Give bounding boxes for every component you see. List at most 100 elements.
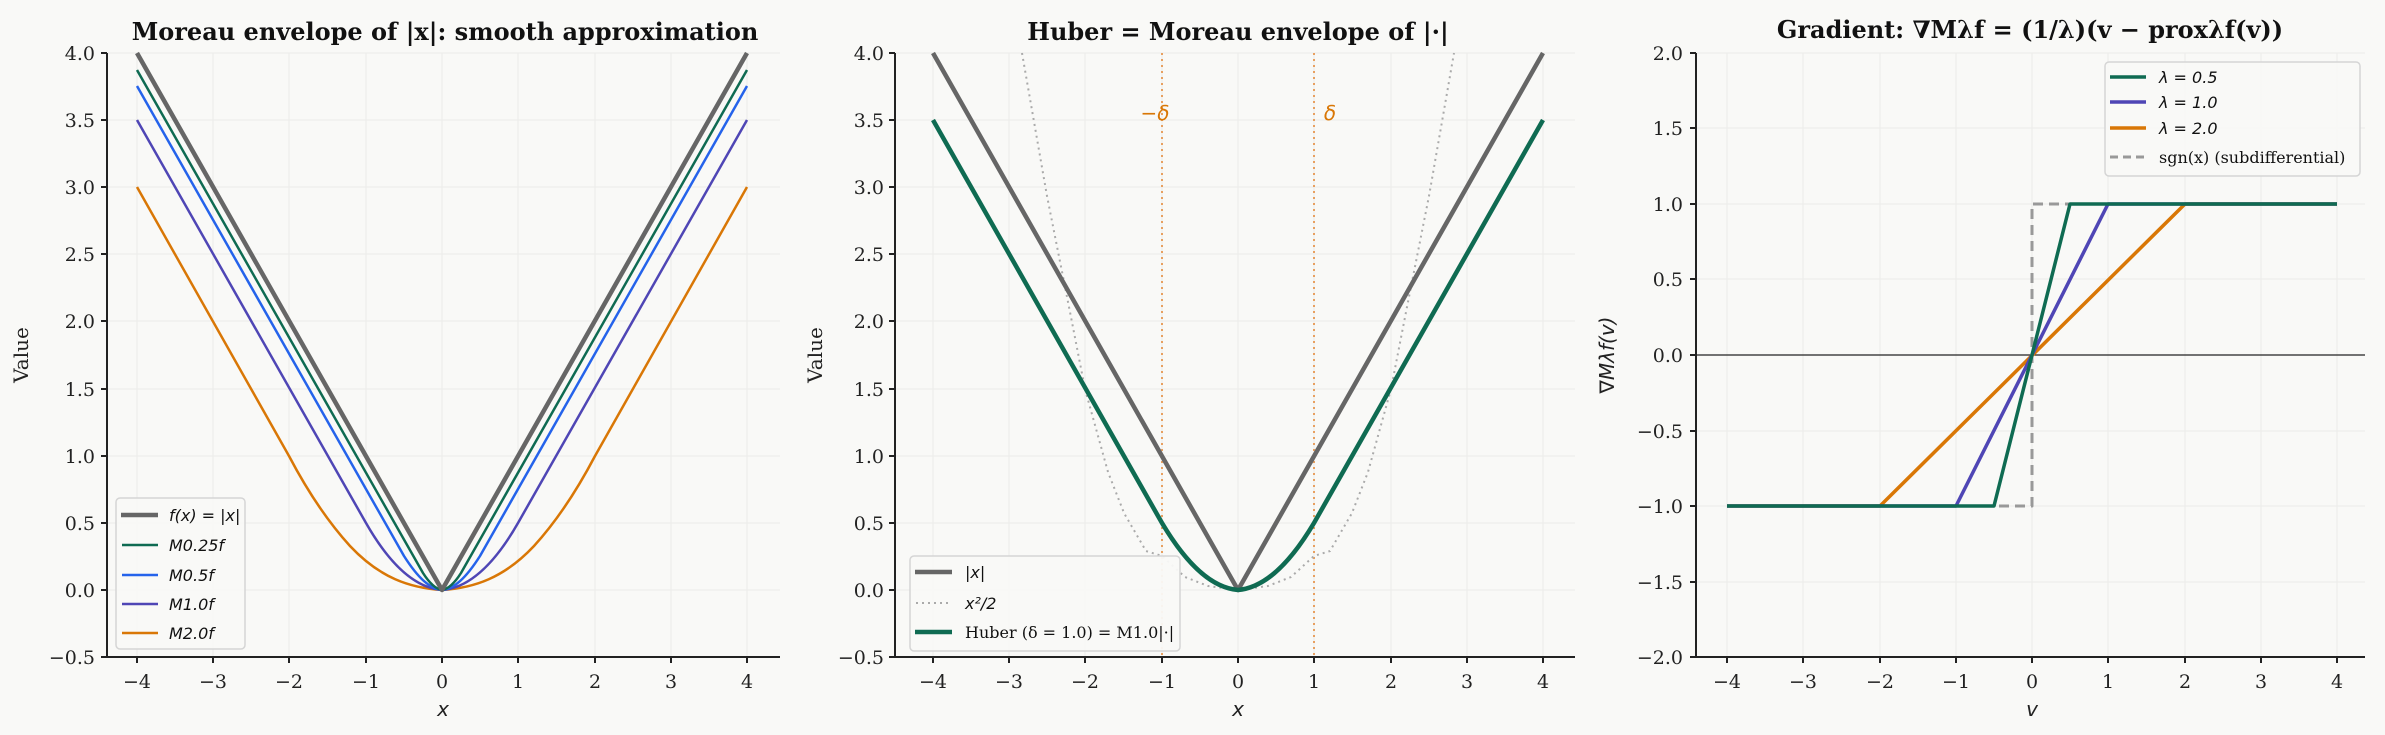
x-tick-labels: −4 −3 −2 −1 0 1 2 3 4 xyxy=(919,671,1549,693)
svg-text:4.0: 4.0 xyxy=(65,43,95,65)
svg-text:0.5: 0.5 xyxy=(854,513,884,535)
panel-huber: Huber = Moreau envelope of |·| −δ δ xyxy=(803,17,1575,721)
x-tick-labels: −4 −3 −2 −1 0 1 2 3 4 xyxy=(123,671,753,693)
y-tick-labels: −2.0 −1.5 −1.0 −0.5 0.0 0.5 1.0 1.5 2.0 xyxy=(1637,43,1683,669)
curves xyxy=(931,51,1545,593)
svg-text:2: 2 xyxy=(589,671,601,693)
svg-text:3: 3 xyxy=(1461,671,1473,693)
x-axis-label: v xyxy=(2026,697,2039,721)
svg-text:3.0: 3.0 xyxy=(854,177,884,199)
svg-text:0.0: 0.0 xyxy=(1653,345,1683,367)
panel-2-title: Huber = Moreau envelope of |·| xyxy=(1027,17,1448,46)
svg-text:−1: −1 xyxy=(1148,671,1176,693)
curves xyxy=(1727,202,2337,508)
panel-gradient: Gradient: ∇Mλf = (1/λ)(v − proxλf(v)) xyxy=(1595,15,2365,721)
curve-lam05 xyxy=(1727,202,2337,508)
svg-text:2.0: 2.0 xyxy=(854,311,884,333)
legend-m1: M1.0f xyxy=(169,595,216,614)
legend: λ = 0.5 λ = 1.0 λ = 2.0 sgn(x) (subdiffe… xyxy=(2104,61,2361,177)
ticks xyxy=(1690,52,2338,663)
svg-text:3: 3 xyxy=(665,671,677,693)
panel-1-title: Moreau envelope of |x|: smooth approxima… xyxy=(132,17,759,46)
svg-text:0: 0 xyxy=(2026,671,2038,693)
curve-huber xyxy=(931,118,1545,593)
legend-quadratic: x²/2 xyxy=(964,594,996,613)
svg-text:−1.0: −1.0 xyxy=(1637,496,1683,518)
legend-huber: Huber (δ = 1.0) = M1.0|·| xyxy=(965,623,1174,642)
svg-text:−4: −4 xyxy=(1713,671,1741,693)
svg-text:3: 3 xyxy=(2255,671,2267,693)
svg-text:−1.5: −1.5 xyxy=(1637,572,1683,594)
svg-text:2.5: 2.5 xyxy=(854,244,884,266)
svg-text:0.5: 0.5 xyxy=(65,513,95,535)
legend-abs: |x| xyxy=(965,563,985,582)
y-axis-label: ∇Mλf(v) xyxy=(1595,317,1619,395)
svg-text:−1: −1 xyxy=(352,671,380,693)
svg-text:−2: −2 xyxy=(275,671,303,693)
svg-text:2: 2 xyxy=(2179,671,2191,693)
svg-text:−3: −3 xyxy=(995,671,1023,693)
svg-text:4: 4 xyxy=(741,671,753,693)
svg-text:1.0: 1.0 xyxy=(854,446,884,468)
svg-text:1.5: 1.5 xyxy=(65,379,95,401)
svg-text:0.0: 0.0 xyxy=(854,580,884,602)
svg-text:1.0: 1.0 xyxy=(65,446,95,468)
svg-text:2.0: 2.0 xyxy=(65,311,95,333)
svg-text:3.5: 3.5 xyxy=(65,110,95,132)
legend-abs: f(x) = |x| xyxy=(169,506,240,525)
curves xyxy=(135,51,749,593)
legend-sgn: sgn(x) (subdifferential) xyxy=(2159,148,2345,167)
svg-text:1.0: 1.0 xyxy=(1653,194,1683,216)
legend: f(x) = |x| M0.25f M0.5f M1.0f M2.0f xyxy=(115,497,246,650)
svg-text:4.0: 4.0 xyxy=(854,43,884,65)
svg-text:1: 1 xyxy=(1308,671,1320,693)
svg-text:−2.0: −2.0 xyxy=(1637,647,1683,669)
y-axis-label: Value xyxy=(803,327,827,384)
svg-text:−0.5: −0.5 xyxy=(838,647,884,669)
svg-text:0: 0 xyxy=(1232,671,1244,693)
svg-text:4: 4 xyxy=(1537,671,1549,693)
svg-text:1.5: 1.5 xyxy=(854,379,884,401)
y-tick-labels: −0.5 0.0 0.5 1.0 1.5 2.0 2.5 3.0 3.5 4.0 xyxy=(838,43,884,669)
svg-text:1: 1 xyxy=(512,671,524,693)
ticks xyxy=(101,52,748,663)
svg-text:−0.5: −0.5 xyxy=(49,647,95,669)
delta-lines xyxy=(1161,53,1315,657)
annotation-delta: δ xyxy=(1324,101,1336,125)
svg-text:−3: −3 xyxy=(199,671,227,693)
svg-text:1.5: 1.5 xyxy=(1653,118,1683,140)
svg-text:2: 2 xyxy=(1385,671,1397,693)
svg-text:−4: −4 xyxy=(123,671,151,693)
annotation-neg-delta: −δ xyxy=(1141,101,1170,125)
svg-text:3.0: 3.0 xyxy=(65,177,95,199)
svg-text:−2: −2 xyxy=(1866,671,1894,693)
svg-text:0.0: 0.0 xyxy=(65,580,95,602)
axes xyxy=(894,53,1575,658)
legend-lam05: λ = 0.5 xyxy=(2158,68,2218,87)
svg-text:−2: −2 xyxy=(1071,671,1099,693)
panel-moreau-envelope: Moreau envelope of |x|: smooth approxima… xyxy=(9,17,780,721)
legend-lam2: λ = 2.0 xyxy=(2158,119,2218,138)
legend-m05: M0.5f xyxy=(169,566,216,585)
svg-text:0.5: 0.5 xyxy=(1653,269,1683,291)
y-axis-label: Value xyxy=(9,327,33,384)
svg-text:−3: −3 xyxy=(1789,671,1817,693)
svg-text:−0.5: −0.5 xyxy=(1637,421,1683,443)
legend-m2: M2.0f xyxy=(169,624,216,643)
x-tick-labels: −4 −3 −2 −1 0 1 2 3 4 xyxy=(1713,671,2343,693)
curve-abs xyxy=(135,51,749,593)
svg-text:0: 0 xyxy=(436,671,448,693)
legend: |x| x²/2 Huber (δ = 1.0) = M1.0|·| xyxy=(909,555,1181,652)
svg-text:3.5: 3.5 xyxy=(854,110,884,132)
svg-text:−4: −4 xyxy=(919,671,947,693)
y-tick-labels: −0.5 0.0 0.5 1.0 1.5 2.0 2.5 3.0 3.5 4.0 xyxy=(49,43,95,669)
svg-text:−1: −1 xyxy=(1942,671,1970,693)
panel-3-title: Gradient: ∇Mλf = (1/λ)(v − proxλf(v)) xyxy=(1777,15,2283,44)
legend-m025: M0.25f xyxy=(169,536,226,555)
legend-lam1: λ = 1.0 xyxy=(2158,93,2218,112)
x-axis-label: x xyxy=(436,697,449,721)
svg-text:2.5: 2.5 xyxy=(65,244,95,266)
x-axis-label: x xyxy=(1231,697,1244,721)
svg-text:1: 1 xyxy=(2102,671,2114,693)
